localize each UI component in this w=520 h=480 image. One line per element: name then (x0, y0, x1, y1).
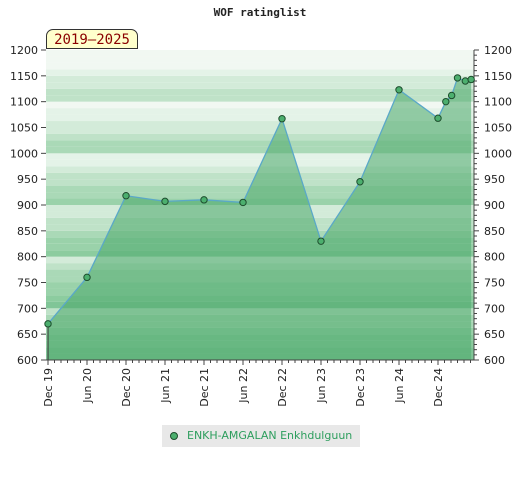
y-tick-label-left: 1100 (10, 96, 38, 109)
y-tick-label-left: 800 (17, 251, 38, 264)
y-tick-label-left: 950 (17, 173, 38, 186)
series-line (47, 77, 472, 325)
x-tick-label: Jun 22 (237, 368, 250, 404)
x-tick-label: Dec 21 (198, 368, 211, 407)
y-tick-label-right: 1000 (484, 147, 512, 160)
data-point (44, 320, 52, 328)
data-point (122, 192, 130, 200)
grid-band (46, 127, 474, 134)
grid-band (46, 140, 474, 147)
x-tick-label: Dec 20 (120, 368, 133, 407)
grid-band (46, 56, 474, 63)
x-tick-label: Jun 20 (81, 368, 94, 404)
grid-band (46, 114, 474, 122)
data-point (467, 75, 475, 84)
grid-band (46, 146, 474, 154)
y-tick-label-right: 800 (484, 251, 505, 264)
data-point (447, 91, 456, 100)
y-tick-label-right: 1200 (484, 44, 512, 57)
chart-title: WOF ratinglist (213, 6, 307, 19)
data-point (442, 97, 450, 106)
x-tick-label: Jun 21 (159, 368, 172, 404)
y-tick-label-right: 1100 (484, 96, 512, 109)
y-tick-label-right: 1050 (484, 122, 512, 135)
y-tick-label-right: 600 (484, 354, 505, 367)
legend-label: ENKH-AMGALAN Enkhdulguun (187, 429, 353, 442)
y-tick-label-left: 700 (17, 302, 38, 315)
grid-band (46, 75, 474, 83)
grid-band (46, 88, 474, 96)
grid-band (46, 159, 474, 167)
grid-band (46, 69, 474, 76)
data-point (395, 86, 403, 94)
y-tick-label-right: 950 (484, 173, 505, 186)
series-area (48, 77, 472, 361)
x-tick-label: Dec 24 (432, 368, 445, 407)
y-tick-label-left: 650 (17, 328, 38, 341)
data-point (239, 198, 247, 207)
data-point (83, 273, 91, 282)
y-tick-label-right: 900 (484, 199, 505, 212)
x-tick-label: Dec 22 (276, 368, 289, 407)
grid-band (46, 82, 474, 89)
period-badge: 2019–2025 (46, 29, 138, 49)
y-tick-label-right: 750 (484, 277, 505, 290)
grid-band (46, 62, 474, 70)
data-point (356, 178, 364, 186)
grid-band (46, 121, 474, 128)
grid-band (46, 50, 474, 57)
y-tick-label-left: 600 (17, 354, 38, 367)
x-tick-label: Dec 19 (42, 368, 55, 407)
y-tick-label-left: 1150 (10, 70, 38, 83)
grid-band (46, 153, 474, 160)
y-tick-label-left: 900 (17, 199, 38, 212)
grid-band (46, 133, 474, 141)
x-tick-label: Jun 24 (393, 368, 406, 404)
y-tick-label-left: 1050 (10, 122, 38, 135)
data-point (434, 114, 442, 122)
data-point (453, 74, 462, 82)
grid-band (46, 108, 474, 115)
y-tick-label-left: 750 (17, 277, 38, 290)
y-tick-label-left: 1000 (10, 147, 38, 160)
y-tick-label-left: 850 (17, 225, 38, 238)
y-tick-label-right: 850 (484, 225, 505, 238)
data-point (278, 115, 286, 123)
legend-swatch (170, 432, 178, 440)
data-point (317, 237, 325, 245)
grid-band (46, 95, 474, 102)
x-tick-label: Jun 23 (315, 368, 328, 404)
y-tick-label-right: 700 (484, 302, 505, 315)
grid-band (46, 101, 474, 109)
y-tick-label-right: 1150 (484, 70, 512, 83)
data-point (161, 197, 169, 206)
x-tick-label: Dec 23 (354, 368, 367, 407)
y-tick-label-right: 650 (484, 328, 505, 341)
legend: ENKH-AMGALAN Enkhdulguun (162, 425, 360, 447)
data-point (200, 196, 208, 204)
y-tick-label-left: 1200 (10, 44, 38, 57)
